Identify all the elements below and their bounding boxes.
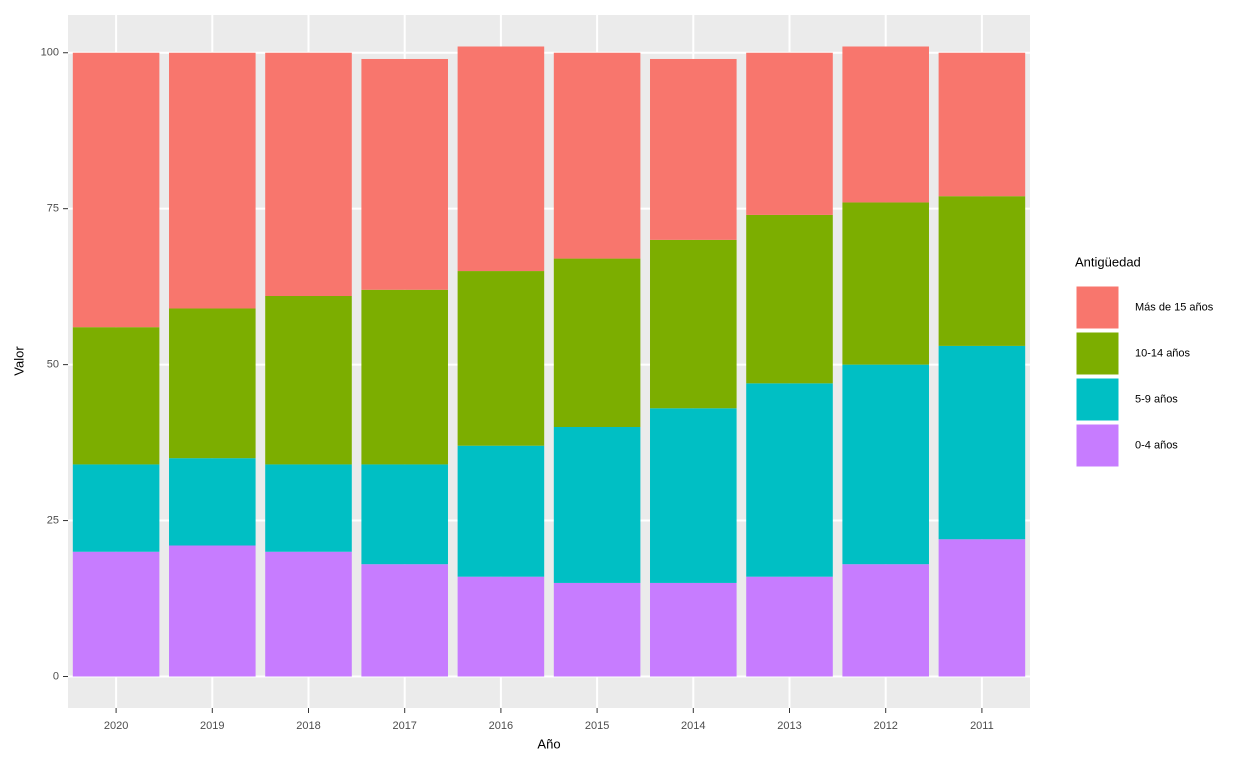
bar-segment	[169, 52, 256, 309]
bar-segment	[457, 271, 545, 446]
x-tick-label: 2014	[681, 720, 705, 732]
legend-key	[1075, 423, 1120, 468]
bar-segment	[938, 345, 1026, 540]
bar-segment	[361, 464, 448, 565]
x-tick-label: 2015	[585, 720, 609, 732]
legend-key	[1075, 377, 1120, 422]
bar-segment	[938, 52, 1026, 197]
x-tick-label: 2016	[489, 720, 513, 732]
bar-segment	[842, 202, 929, 365]
y-tick-label: 100	[41, 47, 59, 59]
y-tick-label: 25	[47, 514, 59, 526]
y-tick-label: 50	[47, 359, 59, 371]
bar-segment	[72, 52, 160, 328]
legend-key	[1075, 331, 1120, 376]
bar-segment	[265, 551, 352, 677]
bar-segment	[553, 582, 641, 677]
x-tick-label: 2020	[104, 720, 128, 732]
bar-segment	[842, 564, 929, 677]
bar-segment	[746, 576, 833, 677]
legend-label: 0-4 años	[1135, 439, 1178, 451]
bar-segment	[169, 545, 256, 677]
bar-segment	[842, 46, 929, 203]
bar-segment	[553, 426, 641, 583]
y-tick-label: 0	[53, 670, 59, 682]
bar-segment	[361, 58, 448, 290]
y-axis-title: Valor	[11, 346, 26, 376]
bar-segment	[553, 52, 641, 259]
bar-segment	[938, 539, 1026, 677]
legend-title: Antigüedad	[1075, 254, 1141, 269]
bar-segment	[361, 564, 448, 677]
x-axis-title: Año	[537, 736, 560, 751]
bar-segment	[457, 576, 545, 677]
bar-segment	[938, 196, 1026, 346]
x-tick-label: 2018	[296, 720, 320, 732]
x-tick-label: 2012	[873, 720, 897, 732]
bar-segment	[72, 551, 160, 677]
bar-segment	[265, 296, 352, 465]
bar-segment	[72, 327, 160, 465]
bar-segment	[169, 308, 256, 459]
bar-segment	[361, 289, 448, 465]
bar-segment	[650, 408, 737, 583]
bar-segment	[650, 58, 737, 240]
bar-segment	[746, 383, 833, 577]
x-tick-label: 2017	[392, 720, 416, 732]
y-tick-label: 75	[47, 203, 59, 215]
bar-segment	[842, 364, 929, 565]
bar-segment	[553, 258, 641, 427]
legend-label: 10-14 años	[1135, 347, 1191, 359]
bar-segment	[265, 464, 352, 552]
legend-key	[1075, 285, 1120, 330]
bar-segment	[650, 582, 737, 677]
bar-segment	[265, 52, 352, 297]
bar-segment	[746, 214, 833, 384]
bar-segment	[457, 445, 545, 577]
bar-segment	[457, 46, 545, 272]
x-tick-label: 2011	[970, 720, 994, 732]
legend-label: Más de 15 años	[1135, 301, 1214, 313]
bar-segment	[72, 464, 160, 552]
legend-label: 5-9 años	[1135, 393, 1178, 405]
bar-segment	[650, 239, 737, 409]
bar-segment	[746, 52, 833, 215]
x-tick-label: 2013	[777, 720, 801, 732]
bar-segment	[169, 458, 256, 546]
x-tick-label: 2019	[200, 720, 224, 732]
